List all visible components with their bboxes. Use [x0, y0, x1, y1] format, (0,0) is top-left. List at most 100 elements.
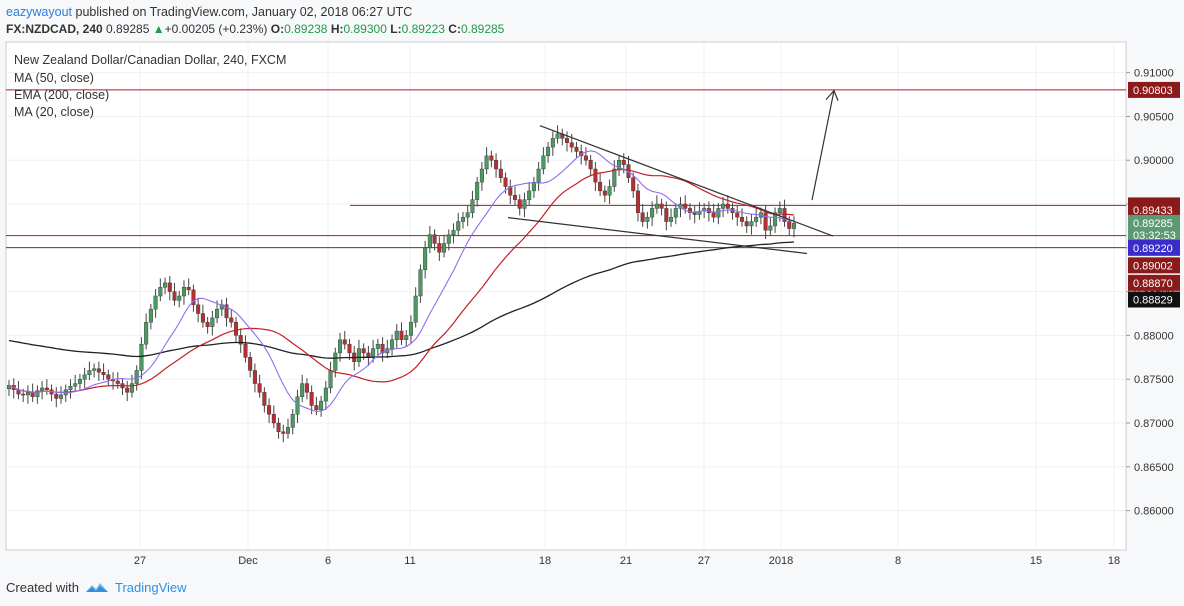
symbol-label: FX:NZDCAD, 240 — [6, 22, 103, 36]
candle-body — [470, 199, 475, 213]
candle-body — [550, 138, 555, 148]
candle-body — [427, 234, 432, 249]
high-label: H: — [330, 22, 344, 36]
x-tick-label: 8 — [895, 555, 901, 567]
candle-body — [361, 348, 366, 354]
candle-body — [295, 396, 300, 415]
price-badge-label: 0.90803 — [1133, 85, 1173, 97]
open-label: O: — [270, 22, 285, 36]
y-tick-label: 0.87500 — [1134, 374, 1174, 386]
candle-body — [725, 203, 730, 209]
candle-body — [267, 405, 272, 415]
price-badge-label: 0.88829 — [1133, 295, 1173, 307]
price-badge-label: 0.89220 — [1133, 243, 1173, 255]
chart-legend: New Zealand Dollar/Canadian Dollar, 240,… — [14, 53, 286, 119]
candle-body — [640, 212, 645, 222]
candle-body — [96, 368, 101, 373]
candle-body — [711, 212, 716, 218]
price-badge — [1128, 239, 1180, 256]
candle-body — [512, 195, 517, 200]
x-tick-label: 27 — [698, 555, 710, 567]
legend-ma50: MA (50, close) — [14, 71, 94, 85]
candle-body — [286, 427, 291, 434]
candle-body — [210, 317, 215, 327]
change-arrow-icon: ▲ — [152, 22, 165, 36]
low-label: L: — [390, 22, 402, 36]
candle-body — [262, 392, 267, 406]
change-value: +0.00205 (+0.23%) — [164, 22, 268, 36]
price-badge — [1128, 201, 1180, 218]
candle-body — [205, 322, 210, 327]
candle-body — [475, 181, 480, 200]
candle-body — [115, 380, 120, 384]
candle-body — [342, 339, 347, 345]
candle-body — [792, 223, 797, 229]
symbol-bar: FX:NZDCAD, 240 0.89285 ▲+0.00205 (+0.23%… — [6, 22, 504, 36]
candle-body — [432, 234, 437, 244]
legend-ma20: MA (20, close) — [14, 105, 94, 119]
candle-body — [531, 181, 536, 192]
candle-body — [163, 282, 168, 288]
candle-body — [479, 168, 484, 183]
projection-arrow-line — [811, 90, 835, 201]
ma50-line — [8, 168, 795, 394]
price-badge-label: 03:32:53 — [1133, 230, 1176, 242]
footer: Created with TradingView — [6, 580, 187, 595]
price-badge — [1128, 227, 1180, 244]
legend-title: New Zealand Dollar/Canadian Dollar, 240,… — [14, 53, 286, 67]
x-tick-label: 18 — [539, 555, 551, 567]
candle-body — [612, 168, 617, 187]
candle-body — [338, 339, 343, 354]
candle-body — [749, 221, 754, 227]
candle-body — [21, 393, 26, 396]
time-axis[interactable]: 27 Dec 6 11 18 21 27 2018 8 15 18 — [134, 555, 1120, 567]
tradingview-brand[interactable]: TradingView — [114, 580, 187, 595]
candles — [6, 125, 797, 443]
candle-body — [158, 287, 163, 297]
published-text: published on TradingView.com, January 02… — [75, 5, 413, 19]
candle-body — [782, 208, 787, 222]
author-link[interactable]: eazywayout — [6, 5, 73, 19]
horizontal-levels — [6, 89, 1126, 249]
price-badge-label: 0.89433 — [1133, 205, 1173, 217]
candle-body — [172, 291, 177, 301]
price-chart[interactable]: 0.910000.905000.900000.895000.890000.885… — [0, 40, 1184, 575]
y-tick-label: 0.91000 — [1134, 68, 1174, 80]
candle-body — [716, 208, 721, 218]
candle-body — [744, 221, 749, 227]
candle-body — [650, 208, 655, 218]
candle-body — [773, 212, 778, 227]
candle-body — [574, 146, 579, 152]
candle-body — [290, 414, 295, 428]
candle-body — [304, 383, 309, 393]
candle-body — [87, 370, 92, 376]
candle-body — [59, 394, 64, 399]
candle-body — [541, 155, 546, 170]
candle-body — [177, 295, 182, 301]
candle-body — [446, 234, 451, 244]
ema200-line — [8, 241, 795, 359]
candle-body — [404, 335, 409, 340]
candle-body — [243, 343, 248, 358]
x-tick-label: 11 — [404, 555, 415, 567]
price-badge-label: 0.88870 — [1133, 278, 1173, 290]
candle-body — [309, 392, 314, 406]
price-axis[interactable]: 0.910000.905000.900000.895000.890000.885… — [1126, 68, 1180, 518]
candle-body — [687, 208, 692, 213]
candle-body — [777, 208, 782, 213]
candle-body — [323, 387, 328, 402]
candle-body — [565, 138, 570, 143]
candle-body — [196, 304, 201, 314]
candle-body — [347, 343, 352, 354]
candle-body — [399, 330, 404, 340]
candle-body — [106, 374, 111, 380]
candle-body — [659, 203, 664, 209]
tradingview-logo-icon — [85, 582, 108, 592]
y-tick-label: 0.88000 — [1134, 330, 1174, 342]
candle-body — [508, 186, 513, 196]
candle-body — [68, 386, 73, 390]
high-value: 0.89300 — [343, 22, 387, 36]
candle-body — [621, 160, 626, 165]
x-tick-label: 27 — [134, 555, 146, 567]
candle-body — [35, 390, 40, 397]
